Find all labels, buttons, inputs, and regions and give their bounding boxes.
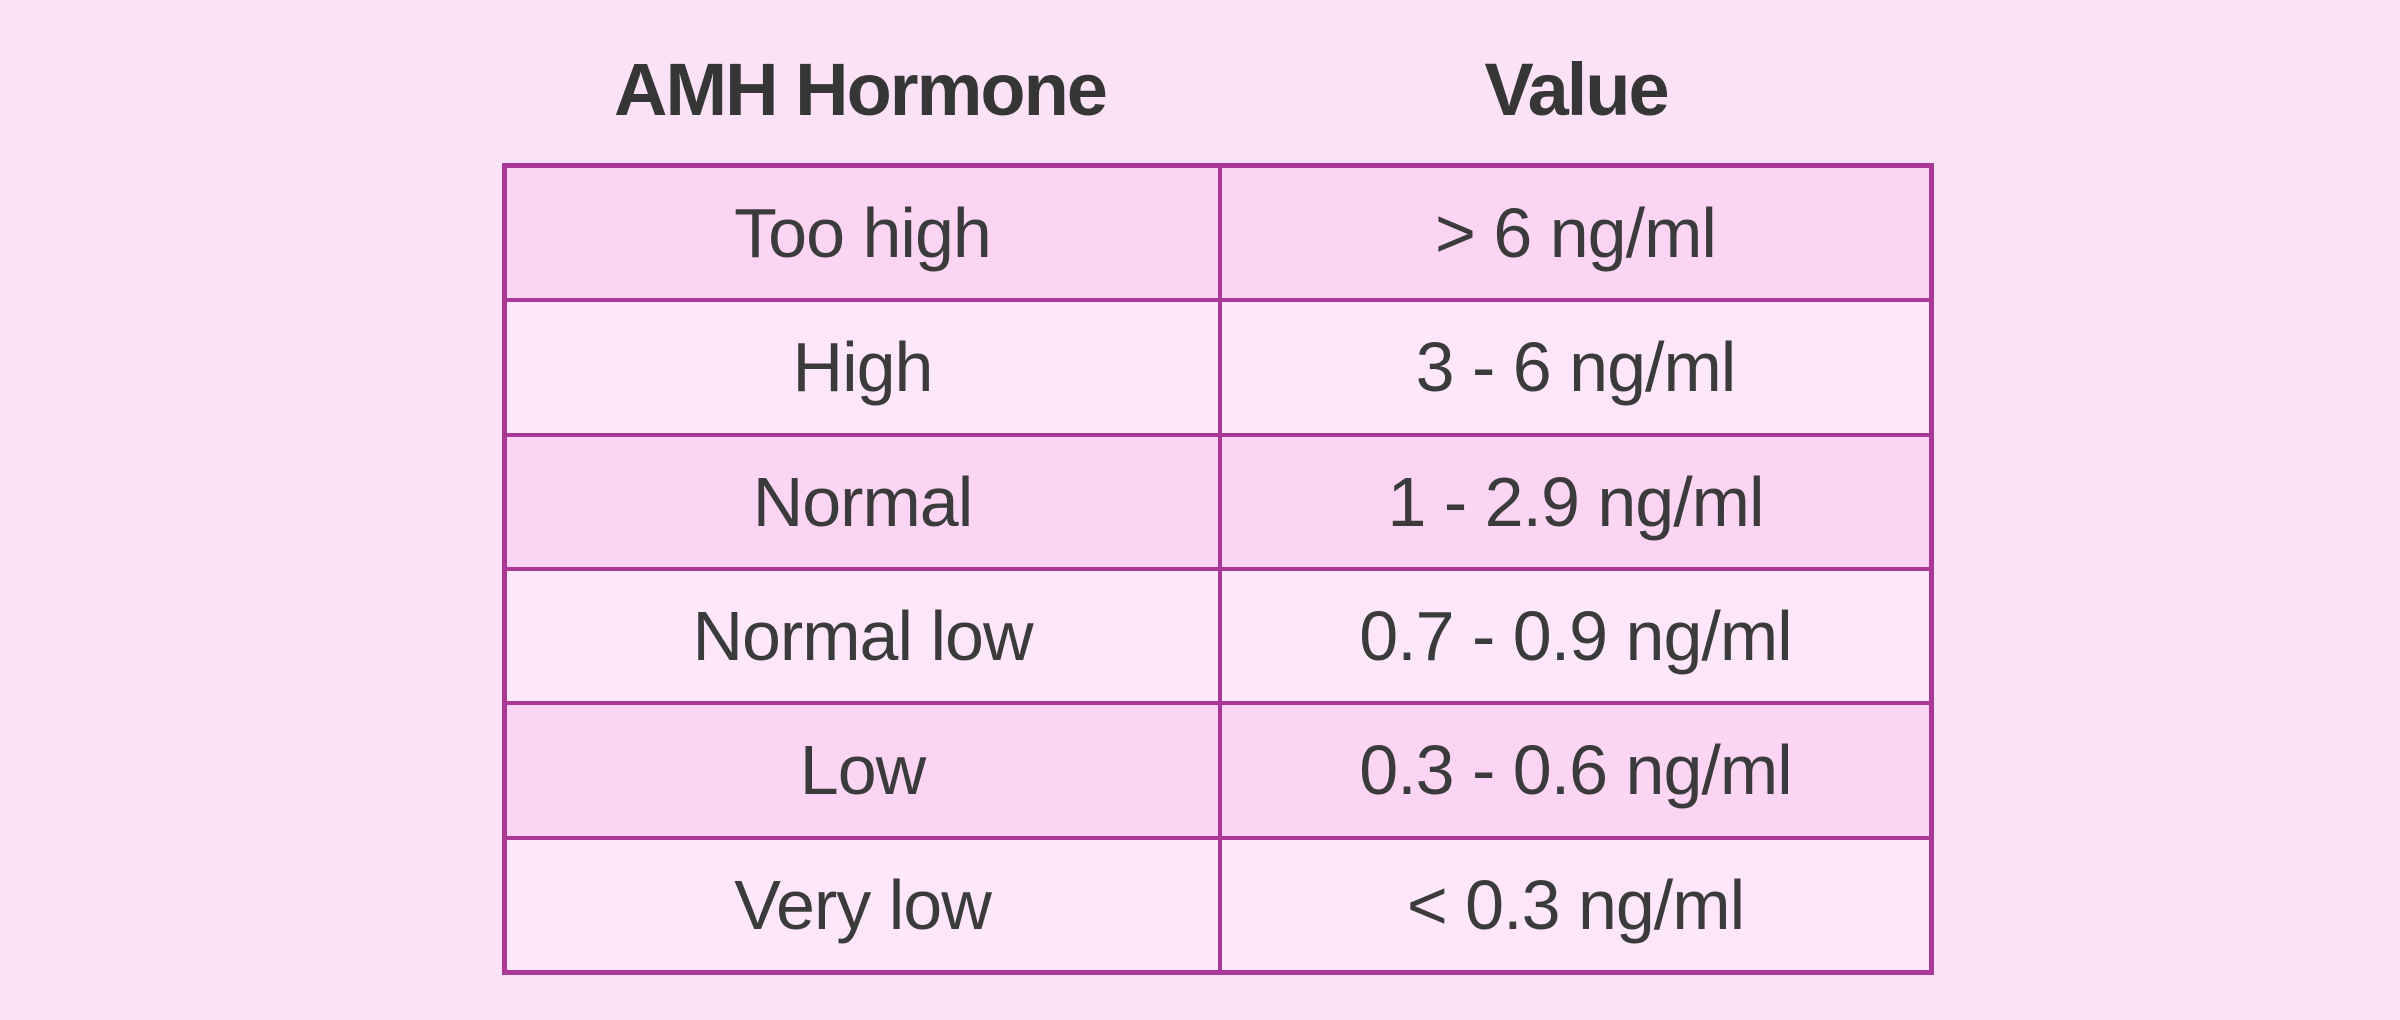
hormone-value-cell: > 6 ng/ml (1218, 168, 1929, 299)
hormone-value-cell: 1 - 2.9 ng/ml (1218, 436, 1929, 567)
table-row: Normal low 0.7 - 0.9 ng/ml (507, 566, 1929, 702)
hormone-level-cell: Normal low (507, 570, 1218, 702)
hormone-level-cell: Very low (507, 839, 1218, 970)
table-row: Normal 1 - 2.9 ng/ml (507, 432, 1929, 567)
table-row: Very low < 0.3 ng/ml (507, 835, 1929, 970)
hormone-level-cell: Normal (507, 436, 1218, 567)
hormone-level-cell: High (507, 302, 1218, 433)
hormone-level-cell: Low (507, 705, 1218, 836)
column-header-hormone: AMH Hormone (614, 48, 1108, 131)
hormone-value-cell: 3 - 6 ng/ml (1218, 302, 1929, 433)
table-row: High 3 - 6 ng/ml (507, 298, 1929, 433)
table-header-row: AMH Hormone Value (502, 0, 1934, 163)
hormone-value-cell: < 0.3 ng/ml (1218, 839, 1929, 970)
table-row: Low 0.3 - 0.6 ng/ml (507, 701, 1929, 836)
amh-table: Too high > 6 ng/ml High 3 - 6 ng/ml Normal 1 … (502, 163, 1934, 975)
hormone-value-cell: 0.7 - 0.9 ng/ml (1218, 570, 1929, 702)
hormone-level-cell: Too high (507, 168, 1218, 299)
table-row: Too high > 6 ng/ml (507, 168, 1929, 299)
column-header-value: Value (1484, 48, 1669, 131)
hormone-value-cell: 0.3 - 0.6 ng/ml (1218, 705, 1929, 836)
